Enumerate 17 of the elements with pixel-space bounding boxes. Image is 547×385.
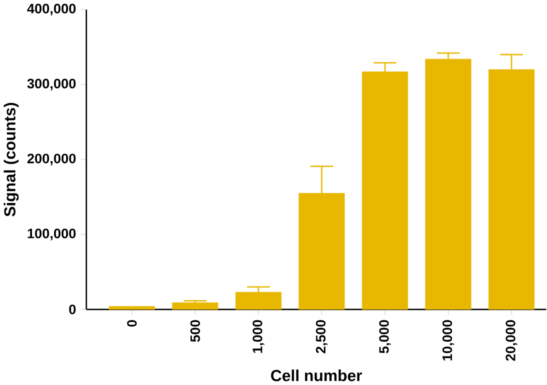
x-tick-label: 2,500 [316,320,328,354]
y-tick-label: 300,000 [27,78,76,90]
x-tick-label: 5,000 [379,320,391,354]
x-tick-label: 20,000 [506,320,518,361]
y-tick-label: 100,000 [28,228,76,240]
y-axis-title: Signal (counts) [4,102,19,216]
x-tick-label: 500 [190,320,200,342]
y-tick-label: 0 [69,304,76,314]
x-axis-title: Cell number [271,370,362,382]
bar [172,302,218,310]
bar [108,306,155,310]
x-tick-label: 1,000 [252,320,264,353]
x-tick-label: 0 [127,320,137,327]
x-tick-label: 10,000 [442,320,454,360]
y-tick-label: 200,000 [27,154,76,166]
bar [235,292,282,310]
y-tick-label: 400,000 [27,4,76,16]
